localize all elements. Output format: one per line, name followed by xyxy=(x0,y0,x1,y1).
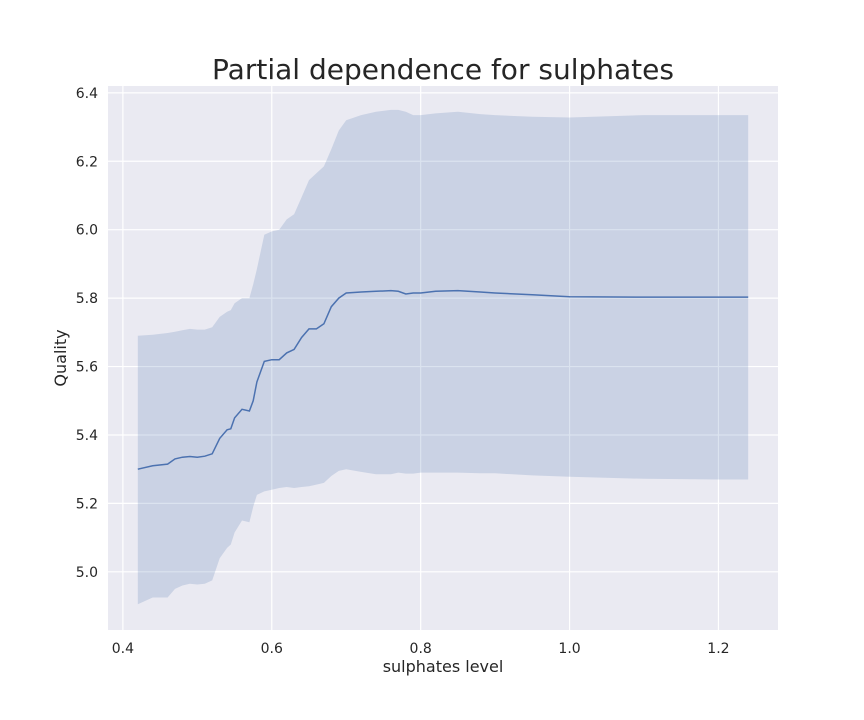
y-tick-label: 5.4 xyxy=(76,428,98,444)
confidence-band xyxy=(137,109,749,605)
y-axis-ticks: 5.0 5.2 5.4 5.6 5.8 6.0 6.2 6.4 xyxy=(76,86,98,581)
x-axis-ticks: 0.4 0.6 0.8 1.0 1.2 xyxy=(112,641,730,657)
y-tick-label: 6.0 xyxy=(76,223,98,239)
y-tick-label: 5.0 xyxy=(76,565,98,581)
y-tick-label: 5.8 xyxy=(76,291,98,307)
x-tick-label: 0.4 xyxy=(112,641,134,657)
chart-title: Partial dependence for sulphates xyxy=(212,53,674,86)
partial-dependence-line xyxy=(137,289,749,470)
x-axis-label: sulphates level xyxy=(383,657,504,676)
x-tick-label: 1.2 xyxy=(707,641,729,657)
plot-background xyxy=(108,86,778,630)
x-tick-label: 1.0 xyxy=(558,641,580,657)
y-tick-label: 5.6 xyxy=(76,360,98,376)
grid-lines xyxy=(108,86,778,630)
x-tick-label: 0.6 xyxy=(261,641,283,657)
y-tick-label: 5.2 xyxy=(76,496,98,512)
y-axis-label: Quality xyxy=(51,329,70,386)
y-tick-label: 6.4 xyxy=(76,86,98,102)
y-tick-label: 6.2 xyxy=(76,154,98,170)
x-tick-label: 0.8 xyxy=(410,641,432,657)
